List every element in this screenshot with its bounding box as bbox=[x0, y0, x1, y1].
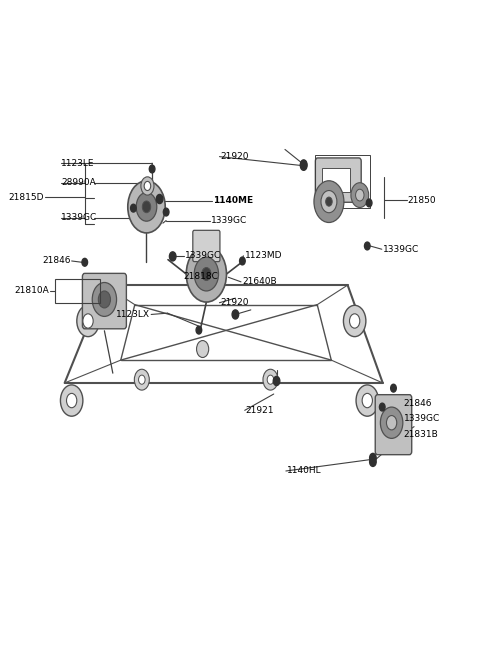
Circle shape bbox=[163, 208, 169, 216]
FancyBboxPatch shape bbox=[375, 395, 412, 455]
Text: 21640B: 21640B bbox=[242, 277, 277, 286]
Circle shape bbox=[343, 305, 366, 337]
Text: 21920: 21920 bbox=[220, 152, 249, 161]
Text: 21815D: 21815D bbox=[8, 193, 44, 202]
Text: 1140ME: 1140ME bbox=[214, 196, 253, 206]
Circle shape bbox=[156, 195, 163, 204]
Text: 1123MD: 1123MD bbox=[245, 252, 282, 260]
Bar bbox=[315, 155, 370, 208]
Circle shape bbox=[83, 314, 93, 328]
Circle shape bbox=[370, 457, 376, 466]
Circle shape bbox=[391, 384, 396, 392]
Text: 1339GC: 1339GC bbox=[383, 245, 419, 253]
Circle shape bbox=[273, 377, 280, 386]
Circle shape bbox=[98, 291, 110, 308]
Text: 1339GC: 1339GC bbox=[61, 214, 97, 223]
Circle shape bbox=[82, 258, 87, 266]
Text: 28990A: 28990A bbox=[61, 178, 96, 187]
Text: 21846: 21846 bbox=[404, 399, 432, 407]
Circle shape bbox=[370, 453, 376, 462]
Circle shape bbox=[196, 341, 209, 358]
Circle shape bbox=[139, 375, 145, 384]
Circle shape bbox=[386, 415, 397, 430]
Circle shape bbox=[60, 385, 83, 416]
Text: 1123LE: 1123LE bbox=[61, 159, 95, 168]
Circle shape bbox=[202, 267, 211, 280]
Circle shape bbox=[362, 394, 372, 407]
Circle shape bbox=[349, 314, 360, 328]
Circle shape bbox=[92, 282, 117, 316]
Circle shape bbox=[364, 242, 370, 250]
Circle shape bbox=[136, 193, 157, 221]
Circle shape bbox=[128, 181, 165, 233]
Circle shape bbox=[321, 191, 337, 213]
Circle shape bbox=[300, 161, 307, 170]
Text: 21810A: 21810A bbox=[14, 286, 49, 295]
Circle shape bbox=[314, 181, 344, 223]
Circle shape bbox=[77, 305, 99, 337]
Text: 1339GC: 1339GC bbox=[185, 252, 222, 260]
Text: 21920: 21920 bbox=[220, 298, 249, 307]
Text: 21921: 21921 bbox=[246, 406, 274, 415]
Circle shape bbox=[144, 181, 151, 191]
Circle shape bbox=[169, 252, 176, 261]
Text: 21831B: 21831B bbox=[404, 430, 439, 439]
Circle shape bbox=[186, 246, 227, 302]
Circle shape bbox=[366, 199, 372, 207]
Circle shape bbox=[267, 375, 274, 384]
Circle shape bbox=[149, 165, 155, 173]
Text: 1339GC: 1339GC bbox=[404, 415, 440, 423]
Circle shape bbox=[356, 385, 379, 416]
Circle shape bbox=[131, 204, 136, 212]
Circle shape bbox=[380, 407, 403, 438]
Circle shape bbox=[142, 201, 151, 213]
Circle shape bbox=[300, 160, 307, 169]
FancyBboxPatch shape bbox=[193, 231, 220, 261]
Circle shape bbox=[196, 326, 202, 334]
Circle shape bbox=[356, 189, 364, 201]
Circle shape bbox=[232, 310, 239, 319]
Text: 21818C: 21818C bbox=[183, 272, 218, 281]
Circle shape bbox=[351, 183, 369, 208]
Text: 1339GC: 1339GC bbox=[211, 216, 247, 225]
Circle shape bbox=[134, 369, 149, 390]
FancyBboxPatch shape bbox=[315, 158, 361, 202]
Circle shape bbox=[325, 197, 332, 206]
Circle shape bbox=[263, 369, 278, 390]
Text: 21850: 21850 bbox=[408, 196, 436, 205]
Text: 1140HL: 1140HL bbox=[287, 466, 322, 476]
Text: 21846: 21846 bbox=[42, 257, 71, 265]
Bar bbox=[323, 168, 349, 193]
FancyBboxPatch shape bbox=[83, 273, 126, 329]
Circle shape bbox=[380, 403, 385, 411]
Circle shape bbox=[141, 177, 154, 195]
Circle shape bbox=[67, 394, 77, 407]
Circle shape bbox=[240, 257, 245, 265]
Bar bbox=[55, 278, 100, 303]
Circle shape bbox=[194, 257, 218, 291]
Text: 1123LX: 1123LX bbox=[116, 310, 150, 319]
